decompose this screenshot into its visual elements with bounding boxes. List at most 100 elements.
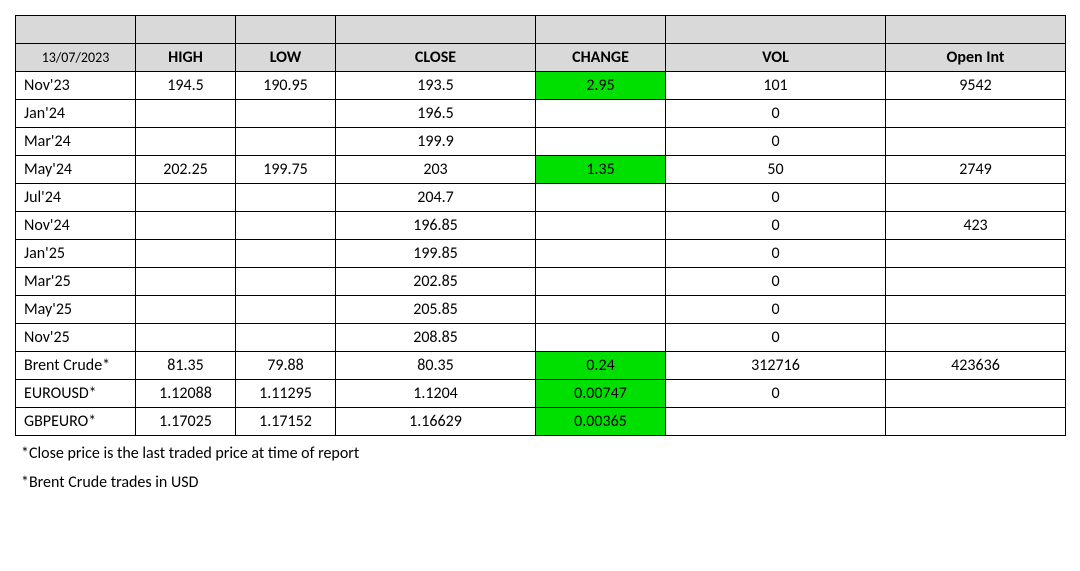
cell-close: 1.16629	[336, 408, 536, 436]
row-label: May'24	[16, 156, 136, 184]
cell-change: 2.95	[536, 72, 666, 100]
cell-vol	[666, 408, 886, 436]
cell-low	[236, 268, 336, 296]
cell-high	[136, 296, 236, 324]
cell-vol: 0	[666, 268, 886, 296]
footnote-1: *Close price is the last traded price at…	[21, 440, 1065, 469]
cell-close: 202.85	[336, 268, 536, 296]
cell-high	[136, 100, 236, 128]
cell-close: 203	[336, 156, 536, 184]
cell-low	[236, 296, 336, 324]
cell-oi	[886, 408, 1066, 436]
table-row: GBPEURO*1.170251.171521.166290.00365	[16, 408, 1066, 436]
cell-oi	[886, 128, 1066, 156]
col-low: LOW	[236, 44, 336, 72]
cell-change	[536, 268, 666, 296]
cell-high	[136, 324, 236, 352]
cell-vol: 0	[666, 324, 886, 352]
col-oi: Open Int	[886, 44, 1066, 72]
cell-vol: 0	[666, 128, 886, 156]
cell-change	[536, 212, 666, 240]
cell-oi	[886, 268, 1066, 296]
cell-close: 199.85	[336, 240, 536, 268]
table-row: Nov'25208.850	[16, 324, 1066, 352]
cell-high	[136, 128, 236, 156]
cell-change: 0.00747	[536, 380, 666, 408]
row-label: Jan'25	[16, 240, 136, 268]
row-label: Mar'24	[16, 128, 136, 156]
cell-change	[536, 324, 666, 352]
cell-high	[136, 212, 236, 240]
row-label: EUROUSD*	[16, 380, 136, 408]
cell-oi	[886, 380, 1066, 408]
blank-header-row	[16, 16, 1066, 44]
cell-low: 190.95	[236, 72, 336, 100]
cell-vol: 101	[666, 72, 886, 100]
header-row: 13/07/2023 HIGH LOW CLOSE CHANGE VOL Ope…	[16, 44, 1066, 72]
cell-oi	[886, 296, 1066, 324]
cell-change: 0.24	[536, 352, 666, 380]
cell-high: 194.5	[136, 72, 236, 100]
cell-low: 1.11295	[236, 380, 336, 408]
cell-vol: 0	[666, 212, 886, 240]
cell-change	[536, 184, 666, 212]
cell-close: 199.9	[336, 128, 536, 156]
cell-vol: 0	[666, 240, 886, 268]
cell-vol: 0	[666, 296, 886, 324]
row-label: Jan'24	[16, 100, 136, 128]
cell-low: 79.88	[236, 352, 336, 380]
table-row: May'25205.850	[16, 296, 1066, 324]
table-row: May'24202.25199.752031.35502749	[16, 156, 1066, 184]
cell-change	[536, 296, 666, 324]
row-label: Nov'23	[16, 72, 136, 100]
col-change: CHANGE	[536, 44, 666, 72]
cell-change: 0.00365	[536, 408, 666, 436]
cell-oi: 423636	[886, 352, 1066, 380]
cell-high: 81.35	[136, 352, 236, 380]
cell-high	[136, 268, 236, 296]
cell-change: 1.35	[536, 156, 666, 184]
cell-low	[236, 128, 336, 156]
table-row: Mar'25 202.85 0	[16, 268, 1066, 296]
cell-vol: 0	[666, 100, 886, 128]
cell-close: 1.1204	[336, 380, 536, 408]
table-row: Brent Crude*81.3579.8880.350.24312716423…	[16, 352, 1066, 380]
table-row: Nov'24196.850423	[16, 212, 1066, 240]
table-row: Mar'24 199.9 0	[16, 128, 1066, 156]
row-label: GBPEURO*	[16, 408, 136, 436]
cell-low	[236, 240, 336, 268]
cell-vol: 0	[666, 184, 886, 212]
table-row: Jan'25 199.85 0	[16, 240, 1066, 268]
cell-close: 204.7	[336, 184, 536, 212]
cell-high: 1.17025	[136, 408, 236, 436]
table-row: Jul'24 204.7 0	[16, 184, 1066, 212]
cell-vol: 50	[666, 156, 886, 184]
cell-oi	[886, 100, 1066, 128]
table-row: Jan'24196.50	[16, 100, 1066, 128]
table-row: Nov'23194.5190.95193.52.951019542	[16, 72, 1066, 100]
cell-high: 1.12088	[136, 380, 236, 408]
footnote-2: *Brent Crude trades in USD	[21, 469, 1065, 498]
cell-close: 193.5	[336, 72, 536, 100]
table-body: 13/07/2023 HIGH LOW CLOSE CHANGE VOL Ope…	[16, 16, 1066, 436]
cell-oi	[886, 324, 1066, 352]
cell-close: 80.35	[336, 352, 536, 380]
cell-low	[236, 324, 336, 352]
cell-oi	[886, 240, 1066, 268]
cell-close: 205.85	[336, 296, 536, 324]
row-label: Jul'24	[16, 184, 136, 212]
cell-close: 208.85	[336, 324, 536, 352]
date-cell: 13/07/2023	[16, 44, 136, 72]
cell-oi: 2749	[886, 156, 1066, 184]
cell-close: 196.85	[336, 212, 536, 240]
row-label: Nov'24	[16, 212, 136, 240]
cell-high	[136, 240, 236, 268]
col-high: HIGH	[136, 44, 236, 72]
row-label: Mar'25	[16, 268, 136, 296]
cell-change	[536, 100, 666, 128]
col-vol: VOL	[666, 44, 886, 72]
cell-low	[236, 184, 336, 212]
cell-change	[536, 128, 666, 156]
cell-oi: 9542	[886, 72, 1066, 100]
cell-vol: 0	[666, 380, 886, 408]
